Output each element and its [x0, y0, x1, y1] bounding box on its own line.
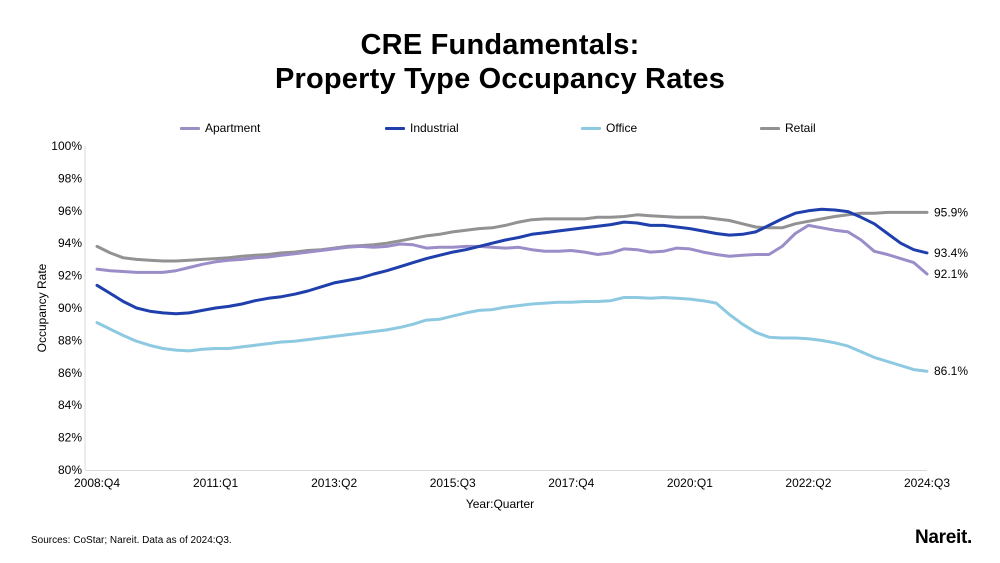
legend-swatch-apartment	[180, 126, 200, 130]
chart-title-line-1: CRE Fundamentals:	[360, 29, 640, 61]
legend-swatch-industrial	[385, 126, 405, 130]
y-tick-label: 86%	[58, 366, 82, 380]
y-tick-label: 98%	[58, 171, 82, 185]
x-tick-label: 2008:Q4	[74, 476, 120, 490]
x-axis-title: Year:Quarter	[466, 497, 534, 511]
y-tick-label: 94%	[58, 236, 82, 250]
legend-item-apartment: Apartment	[180, 121, 260, 135]
chart-title-line-2: Property Type Occupancy Rates	[274, 63, 726, 95]
logo-dot: .	[967, 527, 972, 548]
x-tick-label: 2017:Q4	[548, 476, 594, 490]
legend-item-office: Office	[581, 121, 637, 135]
end-label-retail: 95.9%	[934, 205, 968, 219]
y-axis: 80% 82% 84% 86% 88% 90% 92% 94% 96% 98% 100%	[51, 139, 86, 477]
y-tick-label: 84%	[58, 398, 82, 412]
nareit-logo: Nareit.	[915, 527, 972, 549]
legend-item-industrial: Industrial	[385, 121, 459, 135]
end-label-industrial: 93.4%	[934, 246, 968, 260]
y-tick-label: 90%	[58, 301, 82, 315]
end-labels: 92.1% 93.4% 86.1% 95.9%	[934, 205, 968, 378]
y-axis-title: Occupancy Rate	[35, 263, 49, 352]
legend-label-apartment: Apartment	[205, 121, 261, 135]
end-label-apartment: 92.1%	[934, 267, 968, 281]
y-tick-label: 96%	[58, 204, 82, 218]
x-tick-label: 2013:Q2	[311, 476, 357, 490]
x-tick-label: 2020:Q1	[667, 476, 713, 490]
legend-swatch-office	[581, 126, 601, 130]
legend: Apartment Industrial Office Retail	[0, 121, 1000, 137]
series-lines	[95, 207, 929, 373]
x-tick-label: 2015:Q3	[430, 476, 476, 490]
y-tick-label: 92%	[58, 269, 82, 283]
legend-swatch-retail	[760, 126, 780, 130]
y-tick-label: 88%	[58, 333, 82, 347]
x-tick-label: 2024:Q3	[904, 476, 950, 490]
series-line-office	[95, 296, 929, 373]
logo-text: Nareit	[914, 527, 968, 548]
source-note: Sources: CoStar; Nareit. Data as of 2024…	[31, 535, 232, 546]
x-tick-label: 2022:Q2	[785, 476, 831, 490]
series-line-apartment	[95, 223, 929, 276]
y-tick-label: 82%	[58, 431, 82, 445]
series-line-industrial	[95, 207, 929, 316]
legend-label-retail: Retail	[785, 121, 816, 135]
chart-title: CRE Fundamentals: Property Type Occupanc…	[0, 28, 1000, 96]
y-tick-label: 80%	[58, 463, 82, 477]
series-line-retail	[95, 210, 929, 263]
y-tick-label: 100%	[51, 139, 82, 153]
legend-item-retail: Retail	[760, 121, 816, 135]
x-tick-label: 2011:Q1	[193, 476, 238, 490]
end-label-office: 86.1%	[934, 364, 968, 378]
legend-label-industrial: Industrial	[410, 121, 459, 135]
x-axis: 2008:Q4 2011:Q1 2013:Q2 2015:Q3 2017:Q4 2020:…	[74, 470, 950, 490]
legend-label-office: Office	[606, 121, 638, 135]
